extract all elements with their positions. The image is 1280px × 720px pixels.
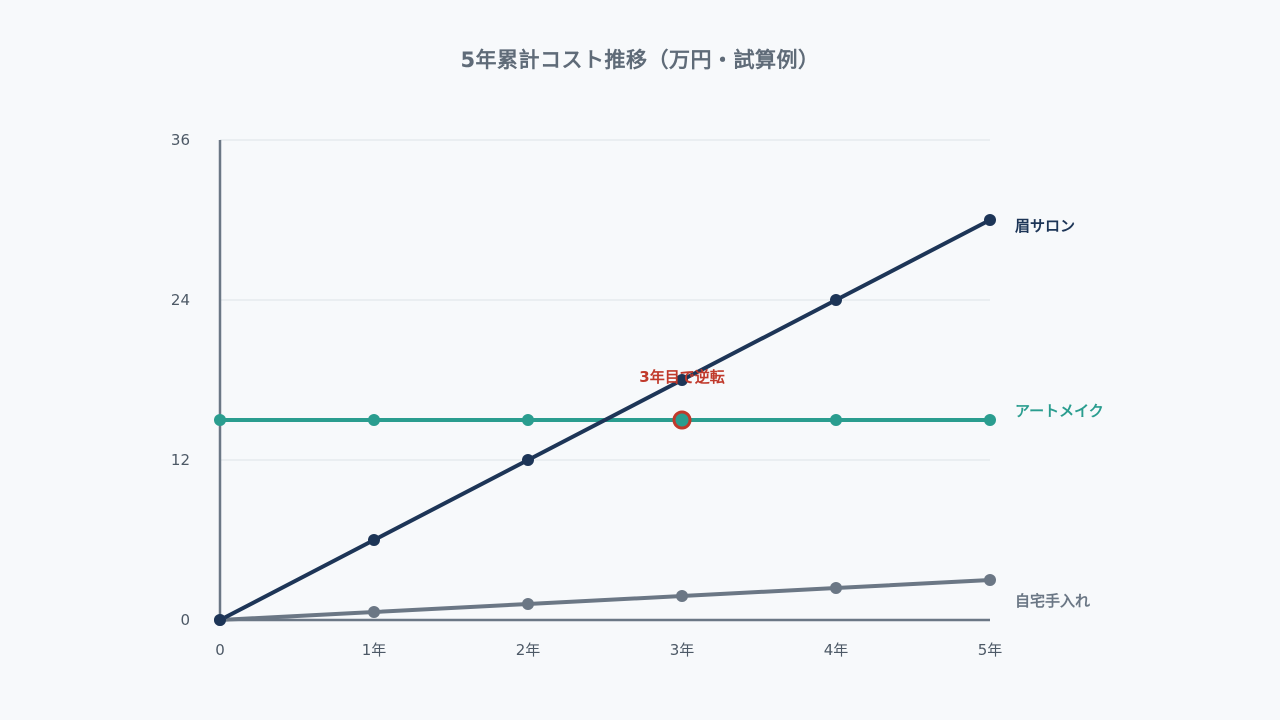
y-tick-label: 24	[171, 291, 190, 309]
x-tick-label: 4年	[824, 641, 849, 659]
series-lines	[218, 218, 992, 622]
data-point	[984, 414, 996, 426]
y-tick-label: 0	[180, 611, 190, 629]
axes	[218, 140, 990, 622]
series-label: アートメイク	[1015, 402, 1104, 420]
series-line	[218, 218, 992, 622]
data-point	[368, 606, 380, 618]
data-point	[984, 214, 996, 226]
data-point	[368, 534, 380, 546]
gridlines	[220, 139, 990, 461]
data-point	[676, 374, 688, 386]
series-points	[214, 214, 996, 626]
y-tick-label: 36	[171, 131, 190, 149]
y-tick-label: 12	[171, 451, 190, 469]
x-tick-label: 3年	[670, 641, 695, 659]
series-line	[218, 578, 992, 622]
data-point	[522, 454, 534, 466]
data-point	[984, 574, 996, 586]
data-point	[214, 614, 226, 626]
data-point	[214, 414, 226, 426]
y-tick-labels: 0 12 24 36	[171, 131, 190, 629]
x-tick-label: 0	[215, 641, 225, 659]
series-label: 眉サロン	[1015, 217, 1075, 235]
data-point	[830, 294, 842, 306]
chart-title: 5年累計コスト推移（万円・試算例）	[460, 48, 820, 72]
crossover-marker	[672, 410, 692, 430]
x-tick-label: 2年	[516, 641, 541, 659]
annotation-label: 3年目で逆転	[639, 368, 724, 386]
annotation: 3年目で逆転	[639, 368, 725, 430]
data-point	[368, 414, 380, 426]
series-label: 自宅手入れ	[1015, 592, 1090, 610]
data-point	[522, 598, 534, 610]
data-point	[522, 414, 534, 426]
data-point	[830, 414, 842, 426]
data-point	[676, 590, 688, 602]
data-point	[830, 582, 842, 594]
x-tick-label: 1年	[362, 641, 387, 659]
x-tick-labels: 0 1年 2年 3年 4年 5年	[215, 641, 1002, 659]
x-tick-label: 5年	[978, 641, 1003, 659]
